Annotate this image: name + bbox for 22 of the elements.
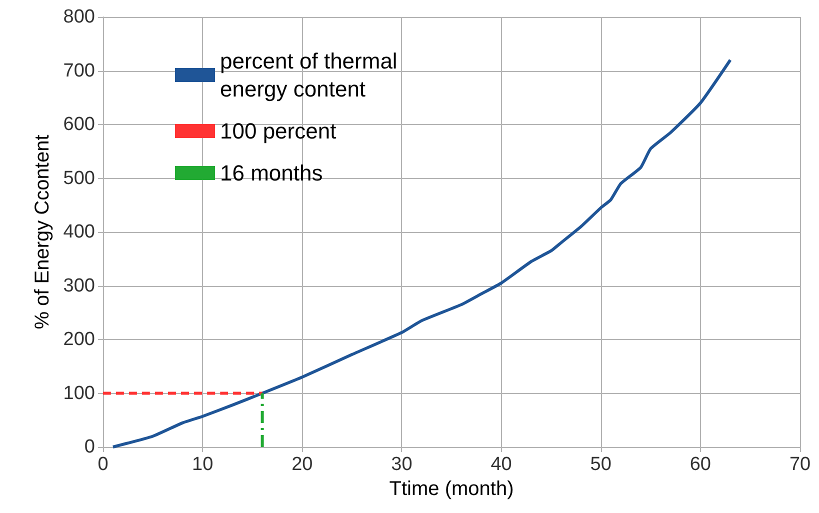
legend-label: percent of thermal energy content [220,48,404,102]
y-tick-label: 400 [63,222,95,242]
x-tick-label: 50 [590,454,612,475]
x-axis-title: Ttime (month) [389,478,514,500]
y-tick-label: 800 [63,6,95,28]
x-tick-label: 10 [192,454,214,475]
y-tick-label: 300 [63,275,95,296]
legend-label: 100 percent [220,118,336,144]
x-tick-label: 30 [391,454,412,475]
x-tick-label: 70 [789,454,811,475]
x-tick-label: 20 [292,454,313,475]
y-axis-title: % of Energy Ccontent [31,134,54,330]
y-tick-label: 700 [63,60,95,82]
y-tick-label: 600 [63,114,95,135]
x-tick-label: 60 [690,454,711,475]
x-tick-label: 0 [98,454,108,475]
y-tick-label: 0 [84,436,95,458]
x-tick-label: 40 [490,454,512,475]
legend-label: 16 months [220,160,323,186]
y-tick-label: 100 [63,382,95,404]
y-tick-label: 500 [63,168,95,189]
y-tick-label: 200 [63,329,95,350]
